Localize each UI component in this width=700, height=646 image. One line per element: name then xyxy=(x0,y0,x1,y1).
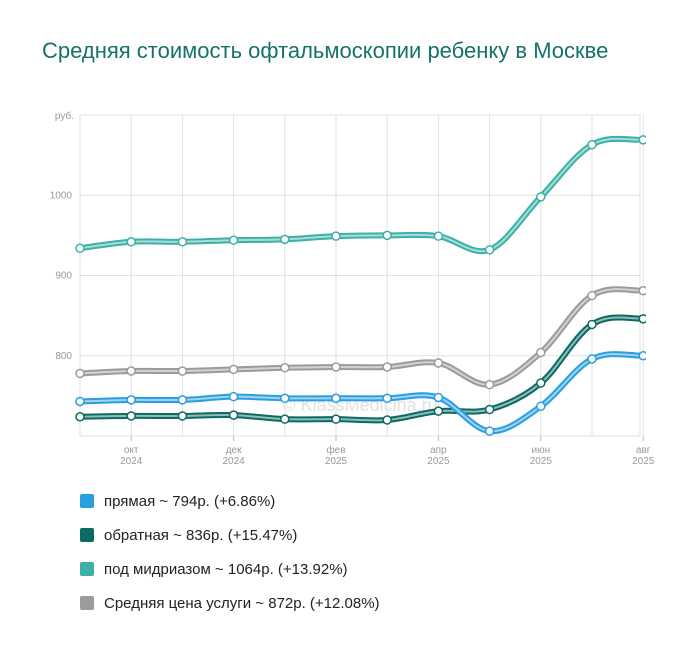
x-tick-year: 2025 xyxy=(530,456,553,467)
chart-title: Средняя стоимость офтальмоскопии ребенку… xyxy=(42,38,609,63)
x-tick-month: фев xyxy=(326,444,345,456)
data-point[interactable] xyxy=(484,404,495,415)
data-point[interactable] xyxy=(126,366,136,376)
data-point[interactable] xyxy=(536,378,546,388)
legend-label: обратная ~ 836р. (+15.47%) xyxy=(104,526,298,544)
data-point[interactable] xyxy=(536,192,546,202)
series-3 xyxy=(75,285,698,390)
x-tick-month: окт xyxy=(124,445,139,456)
x-tick-year: 2025 xyxy=(632,456,655,467)
data-point[interactable] xyxy=(433,231,444,241)
data-point[interactable] xyxy=(587,290,597,301)
data-point[interactable] xyxy=(280,414,290,424)
legend-swatch xyxy=(80,562,94,576)
data-point[interactable] xyxy=(126,237,136,247)
data-point[interactable] xyxy=(690,140,698,148)
y-axis-unit: руб. xyxy=(55,110,74,122)
legend-item[interactable]: Средняя цена услуги ~ 872р. (+12.08%) xyxy=(80,586,380,620)
x-tick-month: авг xyxy=(636,445,651,456)
data-point[interactable] xyxy=(484,245,495,255)
data-point[interactable] xyxy=(75,396,85,407)
data-point[interactable] xyxy=(690,323,698,331)
data-point[interactable] xyxy=(382,230,392,241)
line-chart: © KlassMedicina.ru 8009001000руб.окт2024… xyxy=(50,110,698,467)
x-tick-year: 2025 xyxy=(427,456,450,467)
data-point[interactable] xyxy=(587,139,597,150)
legend-label: прямая ~ 794р. (+6.86%) xyxy=(104,492,276,510)
x-tick-year: 2024 xyxy=(120,456,143,467)
data-point[interactable] xyxy=(228,364,239,375)
y-tick-label: 900 xyxy=(55,271,72,282)
data-point[interactable] xyxy=(75,411,85,422)
data-point[interactable] xyxy=(280,393,290,404)
data-point[interactable] xyxy=(177,366,188,376)
data-point[interactable] xyxy=(382,415,392,425)
data-point[interactable] xyxy=(331,362,341,372)
data-point[interactable] xyxy=(433,392,444,403)
data-point[interactable] xyxy=(638,285,647,296)
legend-swatch xyxy=(80,528,94,542)
data-point[interactable] xyxy=(690,357,698,365)
data-point[interactable] xyxy=(280,234,290,245)
data-point[interactable] xyxy=(331,393,341,404)
series-1 xyxy=(75,314,698,425)
data-point[interactable] xyxy=(75,243,85,253)
data-point[interactable] xyxy=(690,294,698,302)
x-tick-year: 2025 xyxy=(325,456,348,467)
data-point[interactable] xyxy=(126,395,136,405)
legend-item[interactable]: под мидриазом ~ 1064р. (+13.92%) xyxy=(80,552,380,586)
data-point[interactable] xyxy=(638,135,647,145)
data-point[interactable] xyxy=(536,347,546,358)
data-point[interactable] xyxy=(177,395,188,405)
data-point[interactable] xyxy=(484,379,495,390)
data-point[interactable] xyxy=(536,401,546,412)
data-point[interactable] xyxy=(587,354,597,364)
series-0 xyxy=(75,351,698,436)
data-point[interactable] xyxy=(75,368,85,379)
x-tick-year: 2024 xyxy=(222,456,245,467)
y-tick-label: 1000 xyxy=(50,190,73,201)
x-tick-month: апр xyxy=(430,445,447,456)
legend-label: Средняя цена услуги ~ 872р. (+12.08%) xyxy=(104,594,380,612)
legend-label: под мидриазом ~ 1064р. (+13.92%) xyxy=(104,560,348,578)
data-point[interactable] xyxy=(177,411,188,421)
data-point[interactable] xyxy=(484,426,495,436)
x-tick-month: дек xyxy=(226,445,242,456)
data-point[interactable] xyxy=(280,363,290,373)
data-point[interactable] xyxy=(638,314,647,324)
data-point[interactable] xyxy=(382,393,392,404)
data-point[interactable] xyxy=(382,362,392,372)
series-2 xyxy=(75,135,698,255)
data-point[interactable] xyxy=(331,414,341,424)
legend: прямая ~ 794р. (+6.86%) обратная ~ 836р. … xyxy=(80,484,380,620)
series-group xyxy=(75,135,698,436)
legend-swatch xyxy=(80,596,94,610)
data-point[interactable] xyxy=(228,391,239,402)
data-point[interactable] xyxy=(228,235,239,245)
legend-swatch xyxy=(80,494,94,508)
data-point[interactable] xyxy=(331,231,341,241)
y-tick-label: 800 xyxy=(55,351,72,362)
legend-item[interactable]: обратная ~ 836р. (+15.47%) xyxy=(80,518,380,552)
data-point[interactable] xyxy=(126,411,136,421)
data-point[interactable] xyxy=(638,351,647,361)
tick-labels: 8009001000руб.окт2024дек2024фев2025апр20… xyxy=(50,110,655,467)
data-point[interactable] xyxy=(433,358,444,368)
data-point[interactable] xyxy=(433,406,444,416)
grid xyxy=(79,114,644,437)
data-point[interactable] xyxy=(177,237,188,247)
legend-item[interactable]: прямая ~ 794р. (+6.86%) xyxy=(80,484,380,518)
data-point[interactable] xyxy=(228,410,239,420)
x-tick-month: июн xyxy=(531,445,550,456)
data-point[interactable] xyxy=(587,319,597,330)
